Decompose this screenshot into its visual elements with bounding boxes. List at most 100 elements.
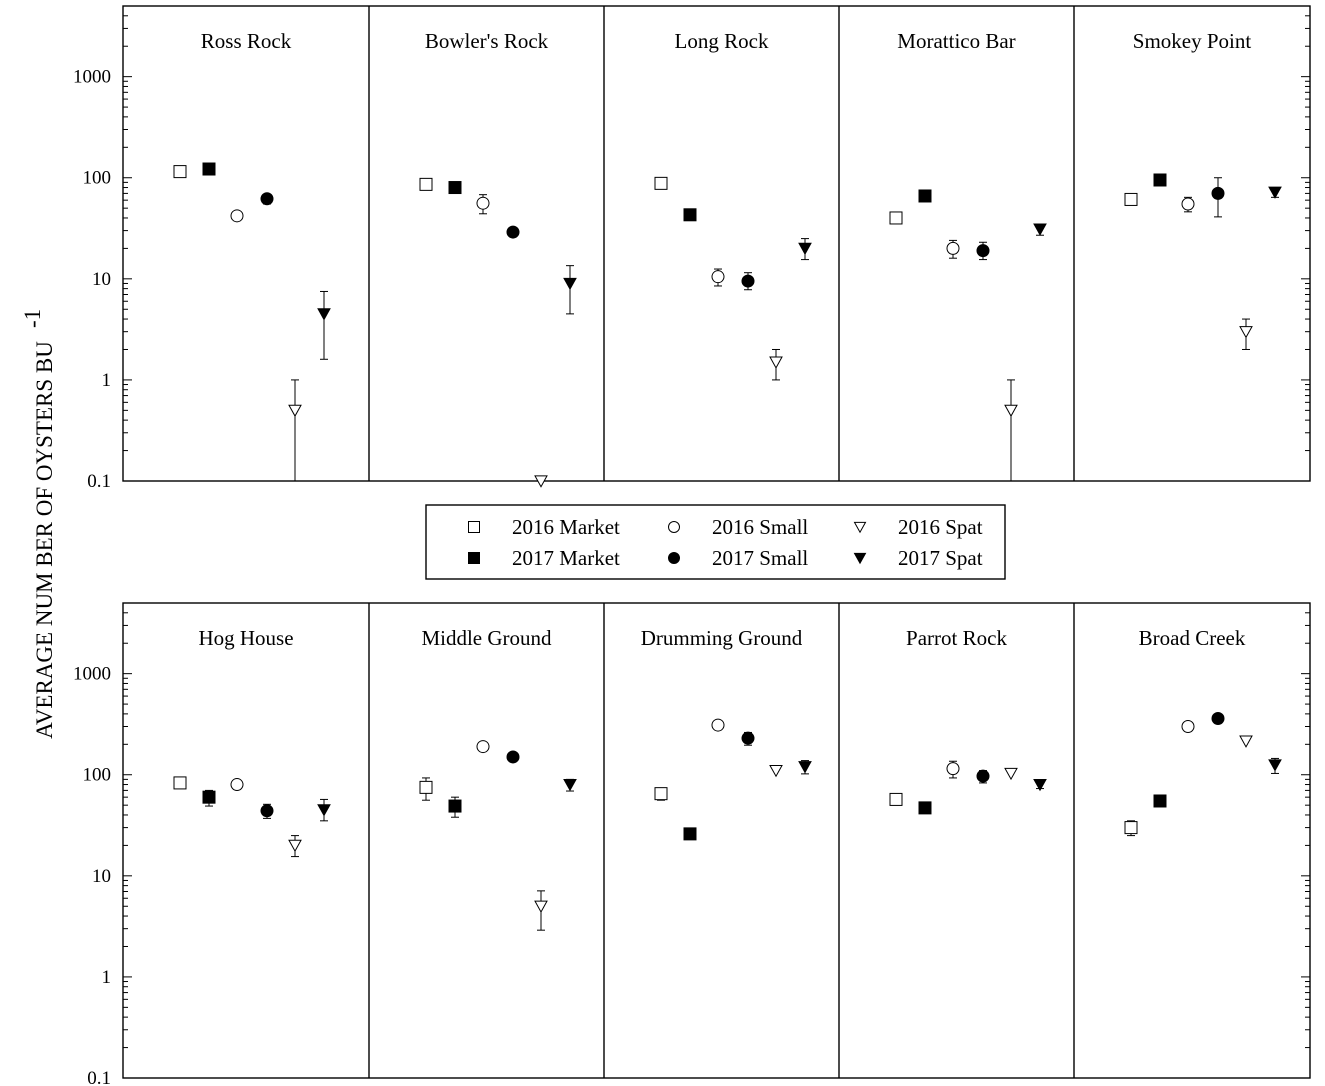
data-point	[1211, 712, 1225, 726]
data-point	[1239, 326, 1253, 339]
data-point	[1181, 197, 1195, 211]
data-point	[889, 211, 903, 225]
y-tick-label: 1000	[73, 664, 111, 685]
site-label: Parrot Rock	[906, 626, 1007, 650]
data-point	[288, 839, 302, 853]
data-point	[288, 404, 302, 418]
data-point	[1033, 223, 1047, 236]
site-label: Middle Ground	[421, 626, 552, 650]
data-point	[1033, 778, 1047, 792]
site-label: Long Rock	[675, 29, 769, 53]
y-tick-label: 1	[102, 370, 112, 391]
legend-marker	[853, 552, 867, 565]
y-tick-label: 0.1	[87, 471, 111, 492]
data-point	[1239, 735, 1253, 748]
data-point	[476, 196, 490, 210]
data-point	[317, 308, 331, 321]
data-point	[1211, 186, 1225, 200]
y-axis-label-group: AVERAGE NUM BER OF OYSTERS BU -1	[20, 309, 57, 739]
legend-label: 2016 Spat	[898, 515, 983, 539]
data-point	[173, 776, 187, 790]
data-point	[976, 769, 990, 783]
legend-marker	[668, 552, 680, 564]
site-panel: Broad Creek	[1124, 626, 1282, 837]
legend-marker	[468, 521, 480, 533]
site-panel: Smokey Point	[1124, 29, 1282, 350]
data-point	[654, 787, 668, 801]
data-point	[534, 900, 548, 913]
legend-marker	[853, 521, 867, 534]
data-point	[448, 181, 462, 195]
data-point	[260, 804, 274, 818]
data-point	[769, 764, 783, 778]
y-tick-label: 10	[92, 866, 111, 887]
chart-panels: 0.1 1 10 100 1000 Ross Rock Bowler's Rock Long …	[73, 5, 1311, 1086]
panel-row-1: 0.1 1 10 100 1000 Ross Rock Bowler's Rock Long …	[73, 5, 1311, 492]
data-point	[476, 740, 490, 754]
y-tick-label: 10	[92, 269, 111, 290]
data-point	[534, 475, 548, 488]
plot-frame	[122, 5, 1311, 482]
data-point	[1181, 720, 1195, 734]
data-point	[563, 778, 577, 792]
site-label: Broad Creek	[1139, 626, 1246, 650]
panel-row-2: 0.1 1 10 100 1000 Hog House Middle Ground Drumm…	[73, 602, 1311, 1086]
data-point	[798, 761, 812, 774]
site-panel: Middle Ground	[419, 626, 577, 931]
data-point	[563, 277, 577, 291]
data-point	[769, 356, 783, 369]
data-point	[798, 242, 812, 256]
legend-label: 2017 Spat	[898, 546, 983, 570]
data-point	[741, 731, 755, 745]
site-label: Smokey Point	[1133, 29, 1252, 53]
data-point	[202, 162, 216, 176]
data-point	[1124, 192, 1138, 206]
site-panel: Bowler's Rock	[419, 29, 577, 488]
plot-frame	[122, 602, 1311, 1079]
legend-box	[425, 504, 1006, 580]
data-point	[1153, 794, 1167, 808]
site-label: Morattico Bar	[897, 29, 1015, 53]
data-point	[918, 189, 932, 203]
data-point	[448, 799, 462, 813]
data-point	[202, 790, 216, 804]
data-point	[1004, 404, 1018, 418]
data-point	[683, 208, 697, 222]
data-point	[230, 209, 244, 223]
legend-label: 2017 Small	[712, 546, 808, 570]
data-point	[918, 801, 932, 815]
y-tick-label: 1	[102, 967, 112, 988]
data-point	[946, 241, 960, 255]
y-axis-label: AVERAGE NUM BER OF OYSTERS BU	[32, 341, 57, 739]
legend-label: 2016 Small	[712, 515, 808, 539]
data-point	[976, 244, 990, 258]
data-point	[1268, 759, 1282, 772]
legend-marker	[668, 521, 680, 533]
data-point	[683, 827, 697, 841]
site-panel: Long Rock	[654, 29, 812, 381]
site-label: Hog House	[198, 626, 293, 650]
data-point	[230, 778, 244, 792]
site-panel: Parrot Rock	[889, 626, 1047, 815]
data-point	[654, 176, 668, 190]
y-tick-label: 100	[83, 765, 112, 786]
data-point	[260, 192, 274, 206]
y-tick-label: 0.1	[87, 1068, 111, 1086]
data-point	[506, 225, 520, 239]
y-tick-label: 100	[83, 168, 112, 189]
site-panel: Drumming Ground	[641, 626, 812, 841]
data-point	[711, 270, 725, 284]
data-point	[317, 804, 331, 817]
legend-label: 2017 Market	[512, 546, 620, 570]
data-point	[946, 762, 960, 776]
site-label: Drumming Ground	[641, 626, 803, 650]
data-point	[711, 718, 725, 732]
data-point	[419, 177, 433, 191]
data-point	[1268, 186, 1282, 199]
data-point	[1153, 173, 1167, 187]
data-point	[1004, 767, 1018, 781]
data-point	[1124, 821, 1138, 835]
y-tick-label: 1000	[73, 67, 111, 88]
legend-marker	[468, 552, 480, 564]
